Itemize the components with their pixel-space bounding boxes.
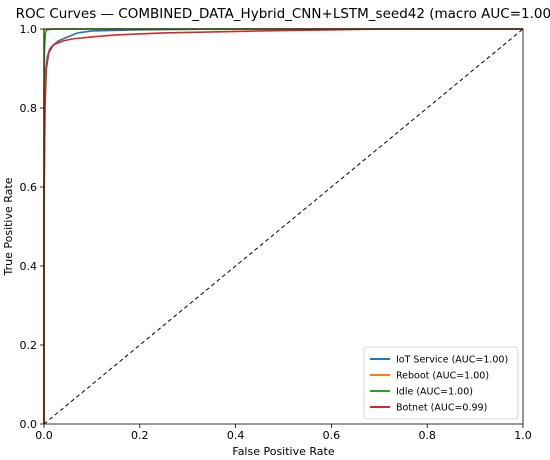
y-tick-label: 0.4 bbox=[20, 260, 38, 273]
legend-label: Botnet (AUC=0.99) bbox=[396, 403, 487, 414]
x-tick-label: 0.6 bbox=[323, 429, 341, 442]
x-axis-label: False Positive Rate bbox=[232, 445, 334, 458]
x-tick-label: 0.8 bbox=[418, 429, 436, 442]
y-tick-label: 1.0 bbox=[20, 23, 38, 36]
y-tick-label: 0.2 bbox=[20, 339, 38, 352]
y-tick-label: 0.0 bbox=[20, 418, 38, 431]
legend-label: Reboot (AUC=1.00) bbox=[396, 371, 489, 382]
x-tick-label: 0.0 bbox=[35, 429, 53, 442]
axes: 0.0 0.2 0.4 0.6 0.8 1.0 0.0 0.2 0.4 0.6 0.8 1.0 bbox=[20, 23, 532, 442]
chance-diagonal-line bbox=[43, 28, 524, 425]
y-tick-label: 0.6 bbox=[20, 181, 38, 194]
x-tick-label: 0.4 bbox=[227, 429, 245, 442]
plot-frame bbox=[43, 28, 524, 425]
chart-title: ROC Curves — COMBINED_DATA_Hybrid_CNN+LS… bbox=[16, 6, 550, 22]
x-tick-label: 1.0 bbox=[514, 429, 532, 442]
series-line-3 bbox=[43, 28, 523, 424]
legend-label: Idle (AUC=1.00) bbox=[396, 387, 473, 398]
legend-box bbox=[363, 346, 519, 420]
y-tick-label: 0.8 bbox=[20, 102, 38, 115]
legend: IoT Service (AUC=1.00) Reboot (AUC=1.00) I… bbox=[363, 346, 519, 420]
y-axis-label: True Positive Rate bbox=[2, 177, 15, 276]
x-tick-label: 0.2 bbox=[131, 429, 149, 442]
legend-label: IoT Service (AUC=1.00) bbox=[396, 355, 508, 366]
